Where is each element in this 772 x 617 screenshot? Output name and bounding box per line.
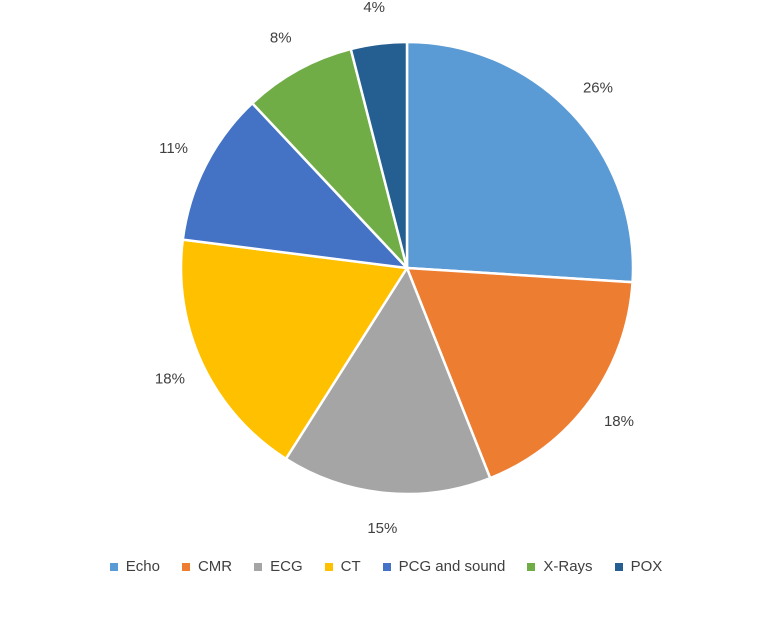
pie-slices [179,40,635,496]
data-label-echo: 26% [583,80,613,97]
pie-slice-echo [405,40,635,284]
legend-item-cmr: CMR [181,558,233,575]
pie-slice-pcg-and-sound [181,101,411,270]
legend-label: POX [630,558,663,575]
legend-swatch [254,562,263,571]
data-label-pox: 4% [363,0,385,16]
pie-slice-x-rays [250,47,409,269]
pie-slice-ct [179,238,410,461]
legend-swatch [614,562,623,571]
legend-item-x-rays: X-Rays [527,558,593,575]
chart-legend: Echo CMR ECG CT PCG and sound X-Rays POX [0,558,772,575]
legend-swatch [382,562,391,571]
data-label-cmr: 18% [604,413,634,430]
data-label-x-rays: 8% [270,29,292,46]
data-label-pcg-and-sound: 11% [159,140,188,157]
pie-slice-cmr [405,266,634,480]
legend-label: Echo [125,558,160,575]
legend-item-ct: CT [324,558,361,575]
legend-label: PCG and sound [398,558,506,575]
data-label-ct: 18% [155,371,185,388]
data-label-ecg: 15% [367,520,397,537]
legend-swatch [527,562,536,571]
legend-swatch [324,562,333,571]
legend-label: CT [340,558,361,575]
pie-slice-pox [349,40,409,269]
pie-slice-ecg [284,265,492,496]
legend-label: X-Rays [543,558,593,575]
legend-item-pcg-and-sound: PCG and sound [382,558,506,575]
legend-item-ecg: ECG [254,558,303,575]
legend-swatch [181,562,190,571]
legend-item-echo: Echo [109,558,160,575]
legend-label: CMR [197,558,233,575]
legend-item-pox: POX [614,558,663,575]
legend-label: ECG [270,558,303,575]
pie-data-labels: 26% 18% 15% 18% 11% 8% 4% [155,0,634,537]
legend-swatch [109,562,118,571]
